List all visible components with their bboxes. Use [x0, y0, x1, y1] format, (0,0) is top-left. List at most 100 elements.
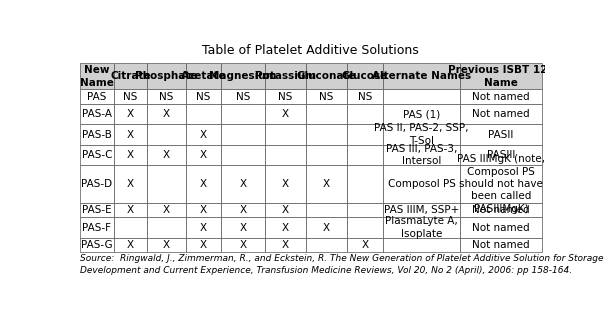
Text: New
Name: New Name — [80, 65, 114, 88]
Text: PAS IIIMgK (note,
Composol PS
should not have
been called
PASIIIMgK): PAS IIIMgK (note, Composol PS should not… — [457, 154, 545, 214]
Text: Source:  Ringwald, J., Zimmerman, R., and Eckstein, R. The New Generation of Pla: Source: Ringwald, J., Zimmerman, R., and… — [80, 254, 605, 275]
Bar — [306, 90, 347, 104]
Text: NS: NS — [196, 92, 211, 102]
Text: Not named: Not named — [473, 205, 530, 215]
Bar — [460, 238, 542, 252]
Bar — [114, 165, 147, 203]
Bar — [221, 217, 265, 238]
Bar — [186, 238, 221, 252]
Text: X: X — [282, 179, 289, 189]
Text: Not named: Not named — [473, 109, 530, 119]
Text: PAS II, PAS-2, SSP,
T-Sol: PAS II, PAS-2, SSP, T-Sol — [374, 123, 469, 146]
Bar — [221, 238, 265, 252]
Text: X: X — [127, 150, 134, 160]
Bar — [383, 217, 460, 238]
Bar — [265, 165, 306, 203]
Text: X: X — [323, 179, 330, 189]
Bar — [186, 203, 221, 217]
Bar — [460, 217, 542, 238]
Bar — [306, 165, 347, 203]
Bar — [114, 145, 147, 165]
Bar — [80, 203, 114, 217]
Text: PASIII: PASIII — [487, 150, 515, 160]
Text: PAS: PAS — [87, 92, 106, 102]
Text: PAS-G: PAS-G — [81, 240, 113, 250]
Text: PAS-B: PAS-B — [82, 129, 112, 140]
Text: X: X — [163, 240, 170, 250]
Bar — [460, 63, 542, 90]
Text: PAS IIIM, SSP+: PAS IIIM, SSP+ — [384, 205, 459, 215]
Bar — [383, 90, 460, 104]
Bar — [186, 217, 221, 238]
Text: Potassium: Potassium — [255, 71, 316, 81]
Bar — [221, 63, 265, 90]
Text: X: X — [127, 129, 134, 140]
Bar — [147, 145, 186, 165]
Bar — [80, 165, 114, 203]
Bar — [383, 203, 460, 217]
Bar — [265, 104, 306, 124]
Text: X: X — [282, 222, 289, 233]
Bar — [114, 63, 147, 90]
Text: Phosphate: Phosphate — [135, 71, 197, 81]
Bar — [114, 238, 147, 252]
Text: PASII: PASII — [488, 129, 514, 140]
Bar — [265, 124, 306, 145]
Bar — [306, 124, 347, 145]
Text: X: X — [240, 222, 247, 233]
Bar — [460, 145, 542, 165]
Text: X: X — [282, 205, 289, 215]
Bar — [460, 90, 542, 104]
Bar — [147, 104, 186, 124]
Text: NS: NS — [358, 92, 372, 102]
Text: PAS-E: PAS-E — [82, 205, 112, 215]
Text: PAS-F: PAS-F — [82, 222, 111, 233]
Text: PAS (1): PAS (1) — [403, 109, 440, 119]
Bar — [221, 104, 265, 124]
Bar — [265, 217, 306, 238]
Bar — [347, 203, 383, 217]
Bar — [265, 238, 306, 252]
Text: PAS-D: PAS-D — [82, 179, 113, 189]
Text: X: X — [200, 240, 207, 250]
Bar — [221, 145, 265, 165]
Text: Gluconate: Gluconate — [297, 71, 356, 81]
Text: X: X — [163, 205, 170, 215]
Bar — [460, 203, 542, 217]
Bar — [186, 104, 221, 124]
Bar — [460, 124, 542, 145]
Bar — [306, 63, 347, 90]
Text: Composol PS: Composol PS — [388, 179, 456, 189]
Text: X: X — [323, 222, 330, 233]
Bar — [114, 217, 147, 238]
Text: Previous ISBT 128
Name: Previous ISBT 128 Name — [448, 65, 554, 88]
Bar — [80, 124, 114, 145]
Bar — [221, 165, 265, 203]
Text: X: X — [200, 222, 207, 233]
Bar — [383, 124, 460, 145]
Text: X: X — [240, 179, 247, 189]
Text: X: X — [240, 205, 247, 215]
Text: Magnesium: Magnesium — [209, 71, 277, 81]
Bar — [347, 238, 383, 252]
Text: NS: NS — [278, 92, 293, 102]
Bar — [221, 90, 265, 104]
Text: X: X — [127, 109, 134, 119]
Bar — [80, 238, 114, 252]
Text: Not named: Not named — [473, 240, 530, 250]
Bar — [383, 165, 460, 203]
Bar — [80, 104, 114, 124]
Bar — [347, 63, 383, 90]
Text: NS: NS — [159, 92, 174, 102]
Bar — [347, 104, 383, 124]
Bar — [306, 238, 347, 252]
Text: X: X — [163, 150, 170, 160]
Bar — [306, 203, 347, 217]
Bar — [383, 145, 460, 165]
Bar — [147, 217, 186, 238]
Bar — [147, 63, 186, 90]
Bar — [460, 104, 542, 124]
Bar — [265, 90, 306, 104]
Bar — [147, 238, 186, 252]
Text: PlasmaLyte A,
Isoplate: PlasmaLyte A, Isoplate — [385, 216, 458, 239]
